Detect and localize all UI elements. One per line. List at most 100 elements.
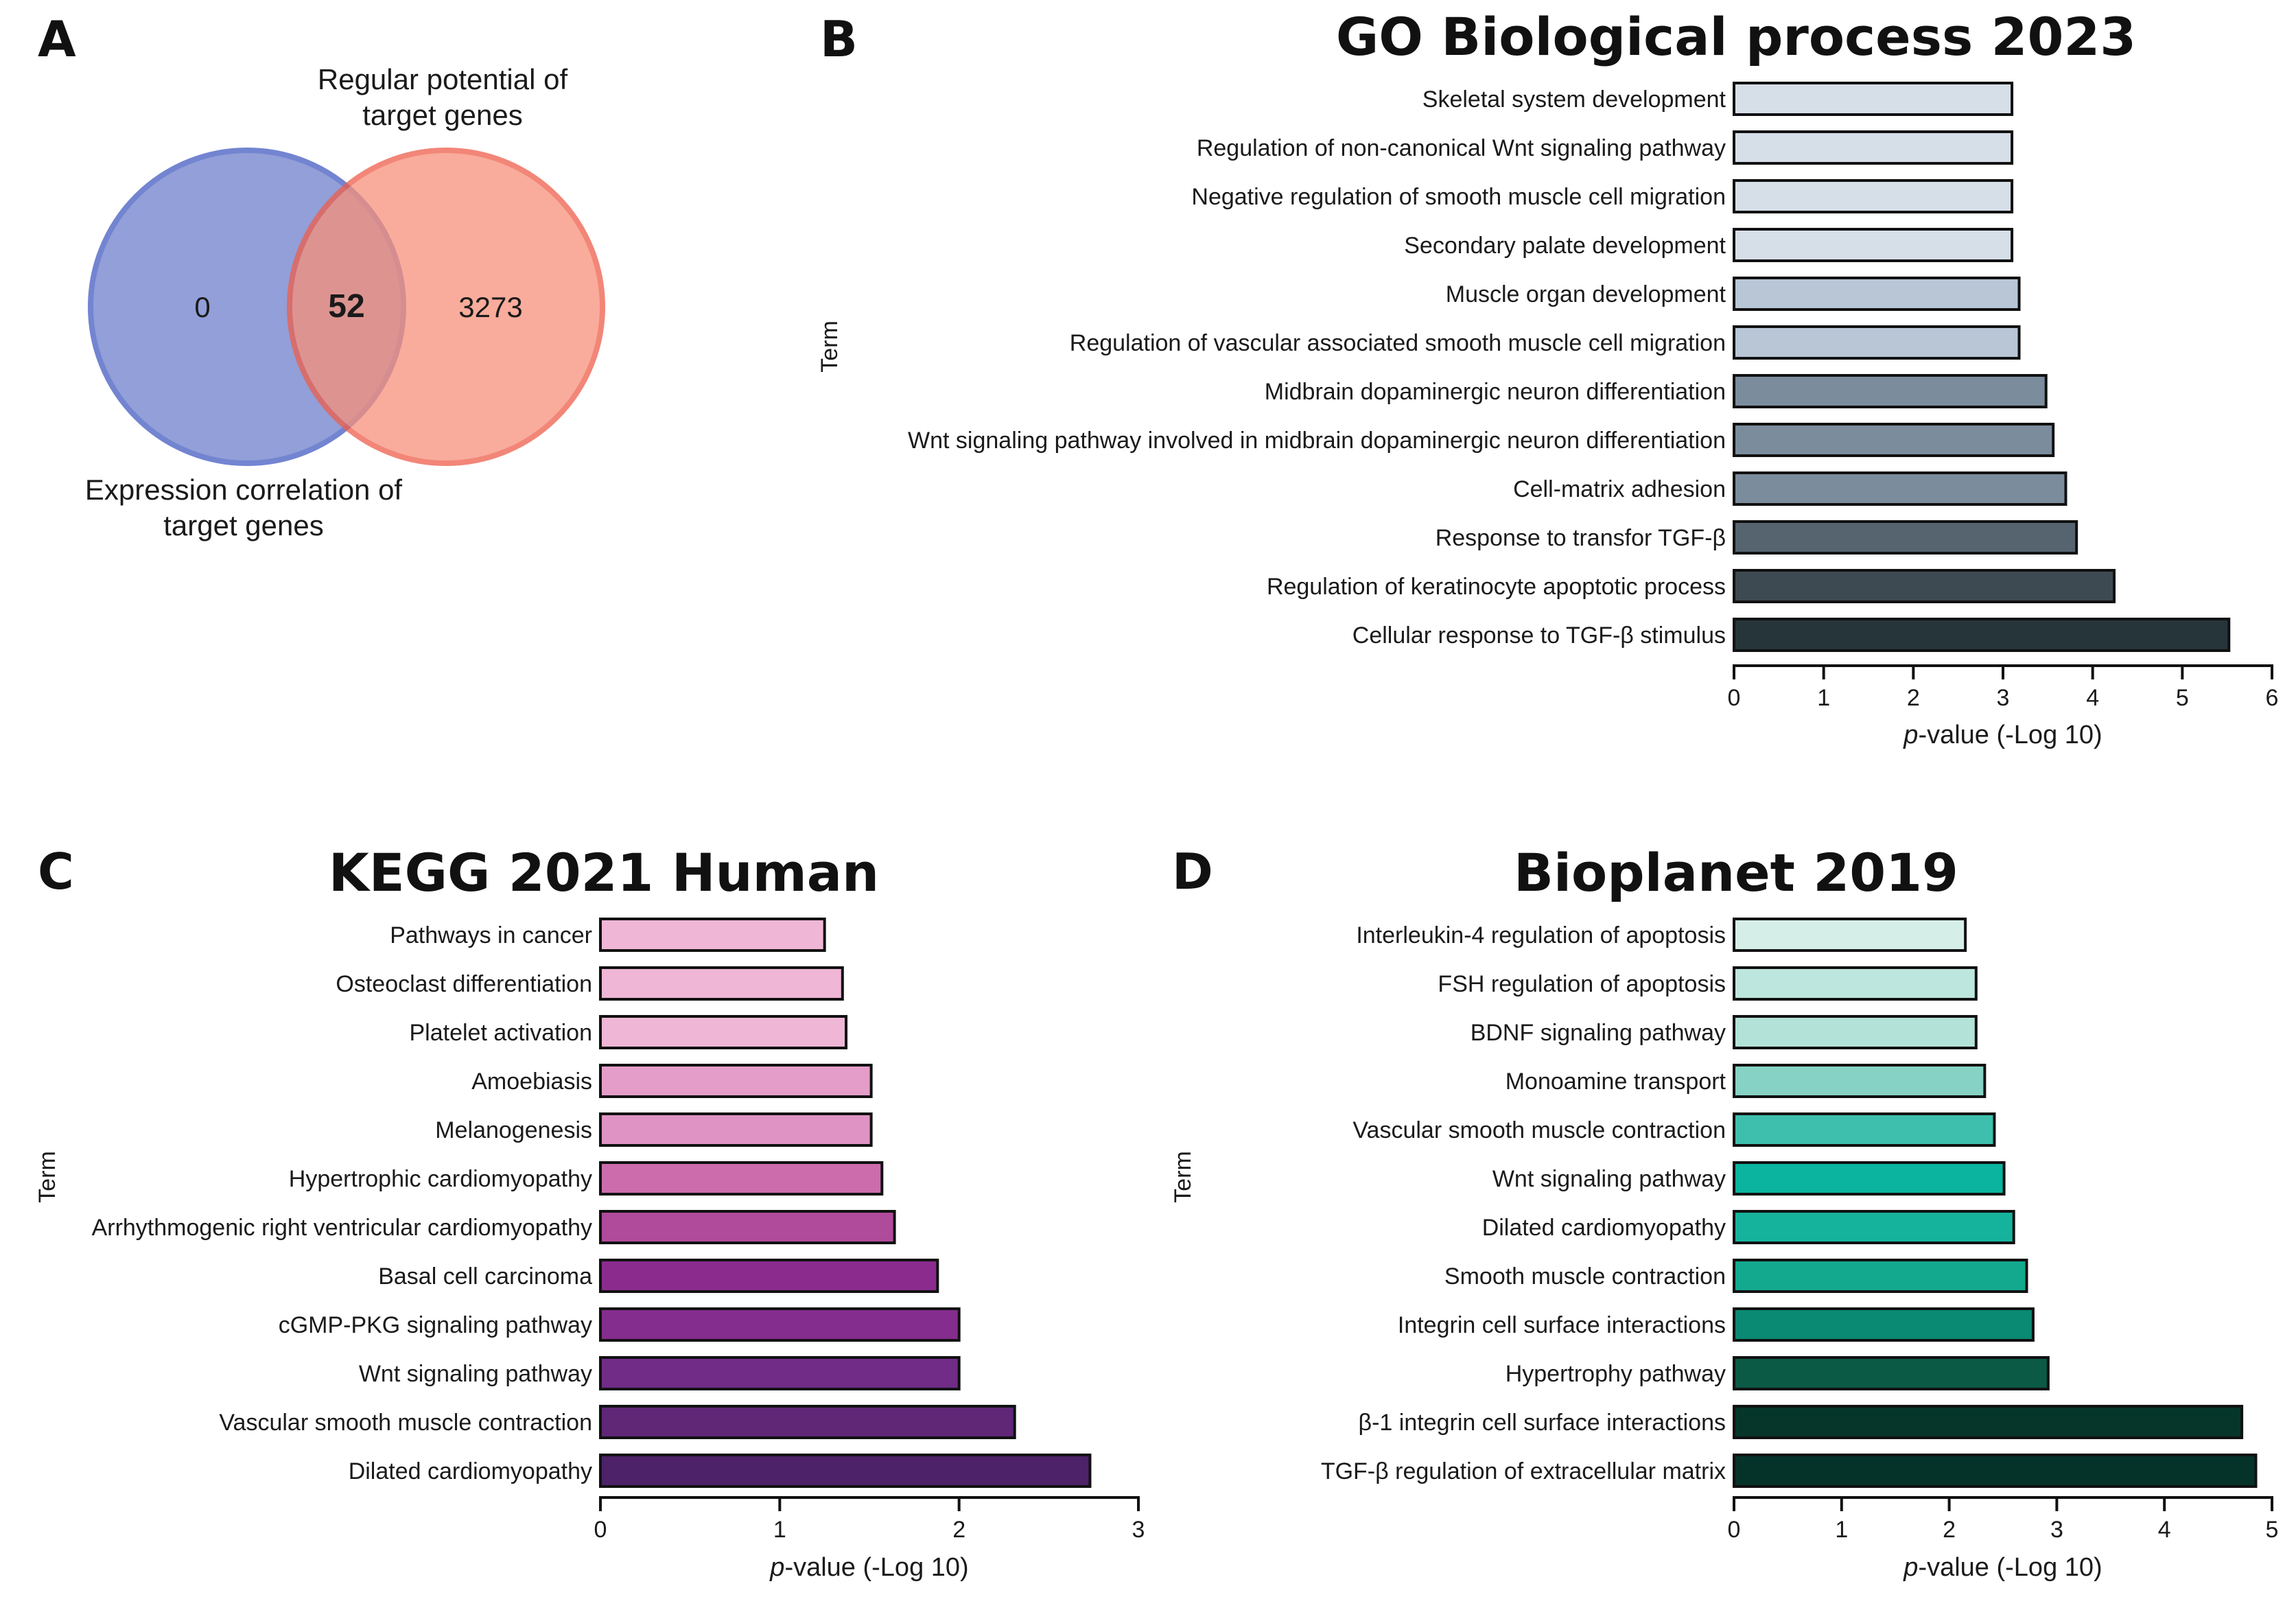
x-tick-label: 2 <box>952 1517 965 1543</box>
category-label: Hypertrophic cardiomyopathy <box>289 1166 592 1192</box>
category-label: β-1 integrin cell surface interactions <box>1359 1410 1726 1436</box>
bar <box>599 1064 873 1098</box>
bar <box>1733 618 2231 652</box>
venn-label-bottom-line2: target genes <box>163 509 324 541</box>
category-label: Regulation of non-canonical Wnt signalin… <box>1197 135 1726 161</box>
venn-right-only-count: 3273 <box>458 291 522 323</box>
category-label: Dilated cardiomyopathy <box>349 1458 592 1484</box>
x-axis-label-italic: p <box>769 1553 784 1582</box>
venn-circle-regular-potential <box>287 148 605 466</box>
category-label: Vascular smooth muscle contraction <box>219 1410 592 1436</box>
bar <box>599 1356 961 1390</box>
x-tick-label: 1 <box>1835 1517 1848 1543</box>
x-axis-label-italic: p <box>1903 721 1918 749</box>
x-tick-label: 3 <box>1132 1517 1145 1543</box>
x-tick-label: 0 <box>1728 1517 1741 1543</box>
chart-title: Bioplanet 2019 <box>1514 842 1958 903</box>
bar <box>599 1259 939 1293</box>
venn-diagram: Regular potential of target genes 0 52 3… <box>85 63 605 541</box>
x-axis-label-rest: -value (-Log 10) <box>1918 721 2102 749</box>
bar <box>599 1454 1092 1488</box>
bar <box>1733 1015 1978 1049</box>
bar <box>1733 966 1978 1001</box>
category-label: Arrhythmogenic right ventricular cardiom… <box>92 1215 592 1241</box>
category-label: Interleukin-4 regulation of apoptosis <box>1356 922 1726 948</box>
category-label: Regulation of keratinocyte apoptotic pro… <box>1267 574 1726 600</box>
category-label: Vascular smooth muscle contraction <box>1352 1117 1726 1143</box>
category-label: Wnt signaling pathway <box>359 1361 592 1387</box>
bar <box>1733 1259 2028 1293</box>
y-axis-label: Term <box>34 1151 60 1203</box>
x-axis-label: p-value (-Log 10) <box>1903 1553 2102 1582</box>
bar <box>1733 325 2021 360</box>
chart-title: KEGG 2021 Human <box>329 842 879 903</box>
bar <box>599 1015 848 1049</box>
bar <box>599 918 826 952</box>
bar <box>1733 1210 2015 1244</box>
chart-go-biological-process: GO Biological process 2023 Term Skeletal s… <box>817 6 2278 749</box>
chart-title: GO Biological process 2023 <box>1336 6 2136 67</box>
category-label: Osteoclast differentiation <box>336 971 592 997</box>
panel-label-b: B <box>820 10 858 68</box>
bar <box>599 1112 873 1147</box>
venn-label-top-line1: Regular potential of <box>318 63 568 95</box>
category-label: Wnt signaling pathway involved in midbra… <box>908 428 1726 454</box>
category-label: Response to transfor TGF-β <box>1436 525 1726 551</box>
bar <box>1733 471 2067 506</box>
bar <box>599 966 844 1001</box>
category-label: Platelet activation <box>410 1020 593 1046</box>
panel-label-d: D <box>1172 843 1213 900</box>
bar <box>1733 918 1967 952</box>
category-label: Muscle organ development <box>1446 281 1726 307</box>
x-tick-label: 5 <box>2266 1517 2279 1543</box>
x-tick-label: 1 <box>1817 685 1830 711</box>
category-label: Melanogenesis <box>435 1117 592 1143</box>
category-label: Wnt signaling pathway <box>1492 1166 1726 1192</box>
x-tick-label: 0 <box>594 1517 607 1543</box>
venn-label-top-line2: target genes <box>362 99 523 131</box>
bar <box>599 1307 961 1342</box>
x-tick-label: 5 <box>2176 685 2189 711</box>
x-tick-label: 3 <box>2050 1517 2063 1543</box>
category-label: Midbrain dopaminergic neuron differentia… <box>1265 379 1726 405</box>
bar <box>1733 277 2021 311</box>
y-axis-label: Term <box>1170 1151 1196 1203</box>
venn-overlap-count: 52 <box>328 288 364 325</box>
category-label: Cell-matrix adhesion <box>1513 476 1726 502</box>
category-label: Smooth muscle contraction <box>1444 1263 1726 1290</box>
bar <box>1733 1161 2006 1196</box>
x-tick-label: 2 <box>1943 1517 1956 1543</box>
x-axis-label-rest: -value (-Log 10) <box>1918 1553 2102 1582</box>
bar <box>1733 130 2014 165</box>
x-tick-label: 0 <box>1728 685 1741 711</box>
category-label: Pathways in cancer <box>390 922 592 948</box>
x-axis-label-italic: p <box>1903 1553 1918 1582</box>
category-label: Cellular response to TGF-β stimulus <box>1352 622 1726 649</box>
category-label: cGMP-PKG signaling pathway <box>279 1312 592 1338</box>
bar <box>1733 520 2078 555</box>
chart-bioplanet: Bioplanet 2019 Term Interleukin-4 regulati… <box>1170 842 2278 1582</box>
category-label: Amoebiasis <box>471 1069 592 1095</box>
bar <box>1733 423 2055 457</box>
category-label: Hypertrophy pathway <box>1506 1361 1726 1387</box>
x-tick-label: 4 <box>2158 1517 2171 1543</box>
bar <box>1733 1064 1987 1098</box>
category-label: BDNF signaling pathway <box>1471 1020 1726 1046</box>
bar <box>1733 1405 2244 1439</box>
bar <box>1733 1356 2050 1390</box>
x-tick-label: 2 <box>1907 685 1920 711</box>
x-axis-label: p-value (-Log 10) <box>1903 721 2102 749</box>
bar <box>1733 1307 2035 1342</box>
chart-kegg-human: KEGG 2021 Human Term Pathways in cancer Ost… <box>34 842 1145 1582</box>
category-label: Negative regulation of smooth muscle cel… <box>1191 184 1726 210</box>
panel-label-a: A <box>38 10 76 68</box>
category-label: Basal cell carcinoma <box>378 1263 592 1290</box>
bar <box>1733 1454 2258 1488</box>
bar <box>599 1405 1016 1439</box>
x-tick-label: 3 <box>1997 685 2010 711</box>
venn-left-only-count: 0 <box>194 291 210 323</box>
category-label: Dilated cardiomyopathy <box>1482 1215 1726 1241</box>
bar <box>1733 82 2014 116</box>
bar <box>1733 179 2014 213</box>
